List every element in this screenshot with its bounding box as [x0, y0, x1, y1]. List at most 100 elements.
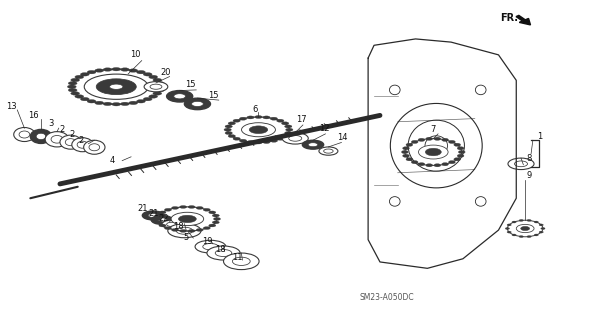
Text: 2: 2	[69, 130, 74, 139]
Ellipse shape	[521, 227, 530, 231]
Ellipse shape	[171, 212, 204, 226]
Ellipse shape	[89, 144, 100, 151]
Ellipse shape	[519, 236, 523, 237]
Ellipse shape	[14, 127, 35, 141]
Text: 21: 21	[138, 204, 148, 213]
Ellipse shape	[270, 117, 277, 120]
Ellipse shape	[539, 231, 544, 233]
Ellipse shape	[223, 253, 259, 270]
Text: 21: 21	[148, 209, 159, 218]
Text: 2: 2	[60, 125, 65, 134]
Ellipse shape	[541, 228, 545, 229]
Ellipse shape	[51, 135, 63, 143]
Ellipse shape	[19, 131, 30, 138]
Ellipse shape	[403, 147, 409, 150]
Text: 17: 17	[296, 115, 307, 124]
Ellipse shape	[153, 92, 162, 95]
Ellipse shape	[188, 205, 195, 208]
Ellipse shape	[121, 102, 129, 106]
Ellipse shape	[419, 145, 448, 159]
Ellipse shape	[426, 137, 432, 140]
Ellipse shape	[137, 100, 146, 103]
Ellipse shape	[159, 224, 166, 227]
Ellipse shape	[228, 122, 235, 125]
Text: 10: 10	[131, 50, 141, 59]
Text: 20: 20	[160, 68, 170, 77]
Ellipse shape	[72, 138, 93, 152]
Ellipse shape	[148, 95, 157, 98]
Ellipse shape	[505, 228, 510, 229]
Ellipse shape	[153, 78, 162, 82]
Ellipse shape	[95, 101, 104, 105]
Text: 16: 16	[28, 111, 39, 120]
Ellipse shape	[148, 213, 158, 218]
Ellipse shape	[270, 139, 277, 142]
Ellipse shape	[285, 132, 292, 134]
Ellipse shape	[71, 92, 80, 95]
Ellipse shape	[96, 79, 136, 95]
Ellipse shape	[402, 150, 408, 154]
Ellipse shape	[112, 68, 121, 71]
Ellipse shape	[154, 218, 162, 220]
Ellipse shape	[215, 250, 232, 257]
Text: 13: 13	[6, 102, 17, 111]
Ellipse shape	[282, 132, 308, 144]
Ellipse shape	[516, 224, 534, 233]
Ellipse shape	[426, 164, 432, 167]
Ellipse shape	[233, 137, 241, 140]
Ellipse shape	[418, 138, 425, 141]
Ellipse shape	[457, 154, 464, 157]
Ellipse shape	[249, 126, 268, 133]
Text: 8: 8	[527, 154, 532, 163]
Text: 11: 11	[232, 253, 243, 262]
Ellipse shape	[534, 234, 538, 236]
Ellipse shape	[87, 100, 96, 103]
Ellipse shape	[512, 221, 516, 223]
Ellipse shape	[286, 128, 293, 131]
Ellipse shape	[87, 70, 96, 74]
Ellipse shape	[239, 117, 247, 120]
Ellipse shape	[514, 161, 527, 167]
Ellipse shape	[282, 135, 289, 138]
Ellipse shape	[225, 125, 232, 128]
Ellipse shape	[159, 211, 166, 214]
Ellipse shape	[137, 70, 146, 74]
Ellipse shape	[406, 158, 413, 161]
Ellipse shape	[442, 163, 448, 166]
Text: 1: 1	[538, 132, 542, 140]
Ellipse shape	[212, 214, 219, 217]
Ellipse shape	[208, 211, 216, 214]
Ellipse shape	[228, 135, 235, 138]
Ellipse shape	[527, 236, 531, 237]
Ellipse shape	[519, 220, 523, 221]
Ellipse shape	[207, 246, 240, 260]
Ellipse shape	[434, 164, 441, 167]
Ellipse shape	[508, 158, 534, 170]
Ellipse shape	[282, 122, 289, 125]
Ellipse shape	[213, 218, 220, 220]
Ellipse shape	[195, 240, 226, 253]
Ellipse shape	[203, 227, 210, 229]
Ellipse shape	[165, 208, 172, 211]
Ellipse shape	[71, 78, 80, 82]
Ellipse shape	[448, 140, 456, 144]
Ellipse shape	[411, 161, 418, 164]
Text: 19: 19	[202, 237, 212, 246]
Ellipse shape	[434, 137, 441, 140]
Ellipse shape	[442, 138, 448, 141]
Ellipse shape	[156, 82, 165, 85]
Ellipse shape	[143, 211, 164, 220]
Ellipse shape	[156, 85, 165, 88]
Ellipse shape	[534, 221, 538, 223]
Ellipse shape	[179, 229, 187, 232]
Ellipse shape	[156, 221, 163, 224]
Ellipse shape	[512, 234, 516, 236]
Text: 18: 18	[173, 222, 184, 231]
Ellipse shape	[148, 75, 157, 79]
Ellipse shape	[196, 206, 203, 209]
Ellipse shape	[75, 95, 84, 98]
Ellipse shape	[308, 143, 318, 147]
Ellipse shape	[403, 154, 409, 157]
Ellipse shape	[68, 88, 77, 92]
FancyArrow shape	[516, 15, 530, 25]
